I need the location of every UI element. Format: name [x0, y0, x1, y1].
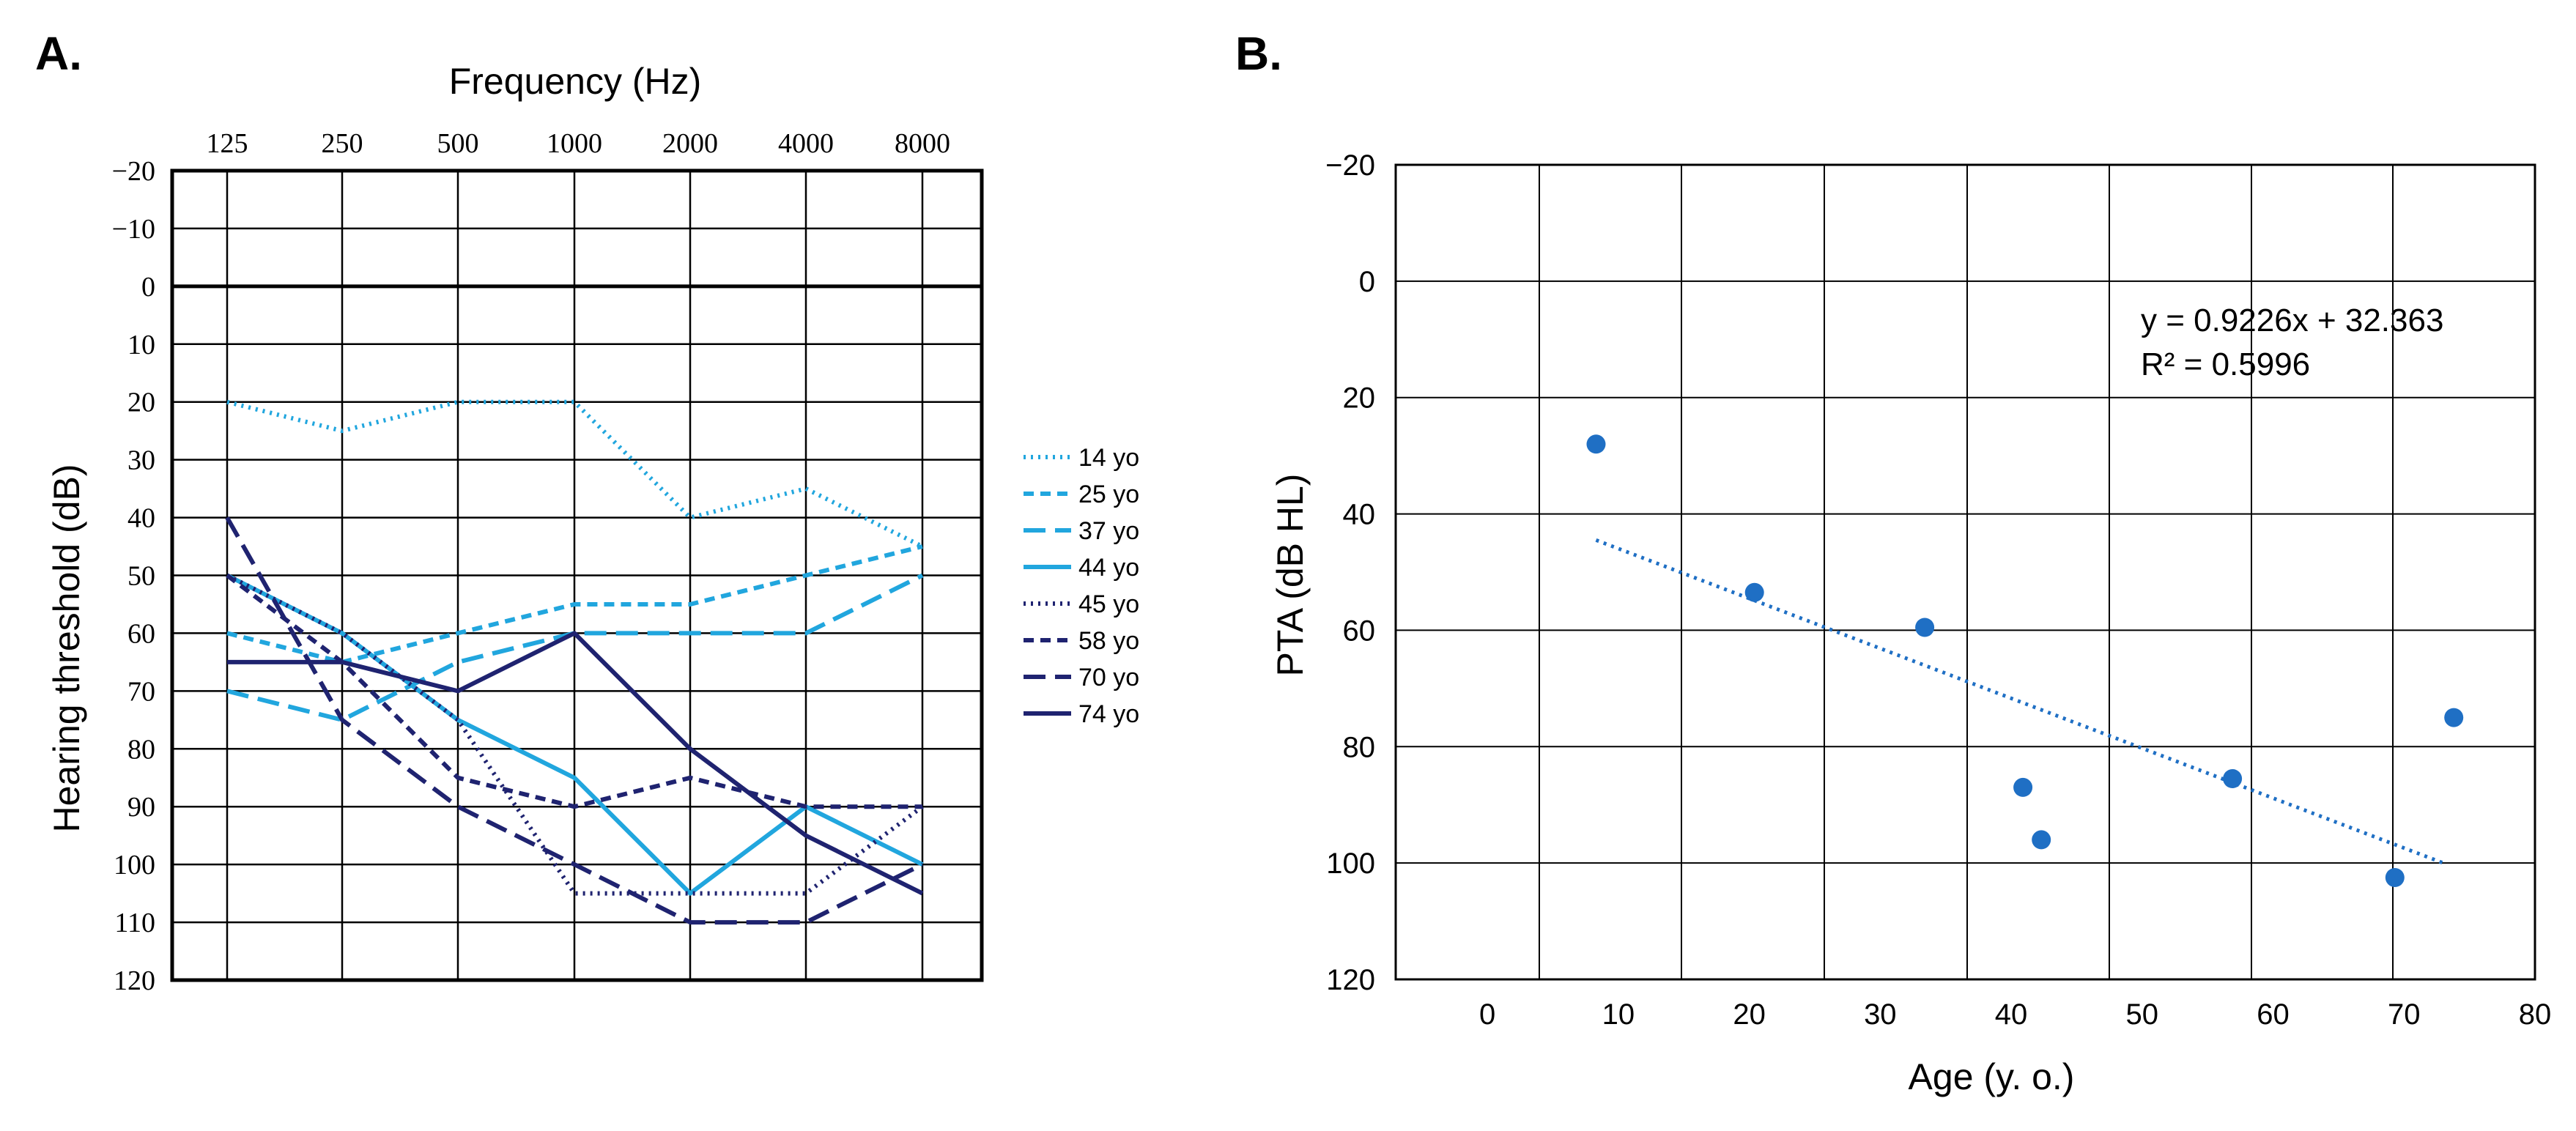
audiogram-y-tick-label: 120 — [114, 965, 155, 996]
audiogram-series-lines — [225, 399, 924, 925]
scatter-y-tick-label: 120 — [1326, 964, 1375, 996]
scatter-tick-labels: −20 0 20 40 60 80 100 120 0 10 20 30 40 50 60 70 80 — [1325, 149, 2551, 1031]
audiogram-x-tick-label: 4000 — [778, 128, 834, 159]
scatter-x-tick-label: 30 — [1864, 998, 1897, 1031]
scatter-point — [1915, 618, 1935, 637]
scatter-frame — [1394, 163, 2536, 981]
scatter-point — [2223, 769, 2243, 788]
scatter-point — [2385, 868, 2405, 887]
audiogram-tick-labels: 125 250 500 1000 2000 4000 8000 −20 −10 0 10 20 30 40… — [112, 128, 950, 996]
legend-label: 70 yo — [1078, 664, 1139, 691]
panel-label-a: A. — [35, 27, 82, 80]
scatter-points — [1586, 434, 2464, 887]
legend-label: 45 yo — [1078, 590, 1139, 618]
scatter-y-axis-title: PTA (dB HL) — [1270, 474, 1311, 677]
audiogram-y-tick-label: 20 — [127, 387, 155, 418]
audiogram-x-tick-label: 8000 — [895, 128, 950, 159]
audiogram-y-tick-label: −10 — [112, 214, 155, 245]
audiogram-y-tick-label: 50 — [127, 561, 155, 592]
audiogram-y-tick-label: 70 — [127, 676, 155, 707]
scatter-x-tick-label: 0 — [1479, 998, 1495, 1031]
audiogram-frame — [170, 168, 984, 982]
trendline-equation: y = 0.9226x + 32.363 — [2141, 303, 2443, 338]
scatter-y-tick-label: −20 — [1325, 149, 1375, 182]
series-line-14-yo — [226, 399, 924, 549]
scatter-point — [2444, 708, 2464, 727]
scatter-plot-border — [1394, 163, 2536, 981]
audiogram-y-tick-label: 30 — [127, 445, 155, 476]
scatter-y-tick-label: 20 — [1343, 382, 1376, 415]
audiogram-x-tick-label: 250 — [322, 128, 363, 159]
audiogram-y-tick-label: 100 — [114, 850, 155, 880]
scatter-x-tick-label: 40 — [1995, 998, 2028, 1031]
scatter-point — [2032, 830, 2051, 850]
audiogram-grid — [172, 169, 982, 982]
scatter-y-tick-label: 60 — [1343, 615, 1376, 647]
audiogram-x-tick-label: 500 — [437, 128, 479, 159]
scatter-y-tick-label: 80 — [1343, 731, 1376, 763]
scatter-x-tick-label: 80 — [2519, 998, 2552, 1031]
legend-label: 74 yo — [1078, 700, 1139, 728]
audiogram-y-tick-label: −20 — [112, 156, 155, 187]
audiogram-y-tick-label: 10 — [127, 330, 155, 360]
audiogram-legend: 14 yo 25 yo 37 yo 44 yo 45 yo 58 yo 70 yo 74 yo — [1024, 444, 1139, 728]
scatter-y-tick-label: 40 — [1343, 499, 1376, 531]
legend-label: 44 yo — [1078, 554, 1139, 582]
audiogram-x-tick-label: 2000 — [662, 128, 718, 159]
pta-age-scatter-chart: −20 0 20 40 60 80 100 120 0 10 20 30 40 50 60 70 80 y = … — [1270, 149, 2551, 1097]
audiogram-plot-border — [170, 168, 984, 982]
scatter-x-tick-label: 70 — [2388, 998, 2421, 1031]
scatter-point — [2013, 777, 2033, 797]
audiogram-y-tick-label: 90 — [127, 792, 155, 823]
audiogram-y-axis-title: Hearing threshold (dB) — [46, 464, 87, 832]
scatter-point — [1586, 434, 1606, 454]
series-line-70-yo — [225, 516, 924, 925]
scatter-x-tick-label: 50 — [2126, 998, 2159, 1031]
audiogram-y-tick-label: 60 — [127, 618, 155, 649]
legend-label: 37 yo — [1078, 517, 1139, 545]
series-line-74-yo — [227, 631, 924, 896]
panel-label-b: B. — [1235, 27, 1282, 80]
audiogram-x-tick-label: 125 — [207, 128, 248, 159]
scatter-point — [1744, 582, 1764, 602]
audiogram-y-tick-label: 110 — [114, 908, 155, 938]
audiogram-chart: 125 250 500 1000 2000 4000 8000 −20 −10 0 10 20 30 40… — [46, 61, 1139, 996]
legend-label: 14 yo — [1078, 444, 1139, 472]
scatter-x-tick-label: 10 — [1602, 998, 1635, 1031]
scatter-x-tick-label: 20 — [1733, 998, 1766, 1031]
audiogram-y-tick-label: 80 — [127, 734, 155, 765]
legend-label: 58 yo — [1078, 627, 1139, 655]
trendline-line — [1595, 538, 2444, 865]
scatter-y-tick-label: 100 — [1326, 848, 1375, 880]
scatter-y-tick-label: 0 — [1359, 266, 1375, 298]
scatter-trendline — [1595, 538, 2444, 865]
audiogram-y-tick-label: 0 — [141, 272, 155, 303]
trendline-r-squared: R² = 0.5996 — [2141, 346, 2310, 382]
scatter-x-axis-title: Age (y. o.) — [1909, 1056, 2075, 1097]
legend-label: 25 yo — [1078, 481, 1139, 508]
scatter-grid — [1396, 165, 2535, 979]
audiogram-y-tick-label: 40 — [127, 503, 155, 534]
audiogram-x-axis-title: Frequency (Hz) — [449, 61, 702, 102]
audiogram-x-tick-label: 1000 — [547, 128, 602, 159]
scatter-x-tick-label: 60 — [2257, 998, 2290, 1031]
